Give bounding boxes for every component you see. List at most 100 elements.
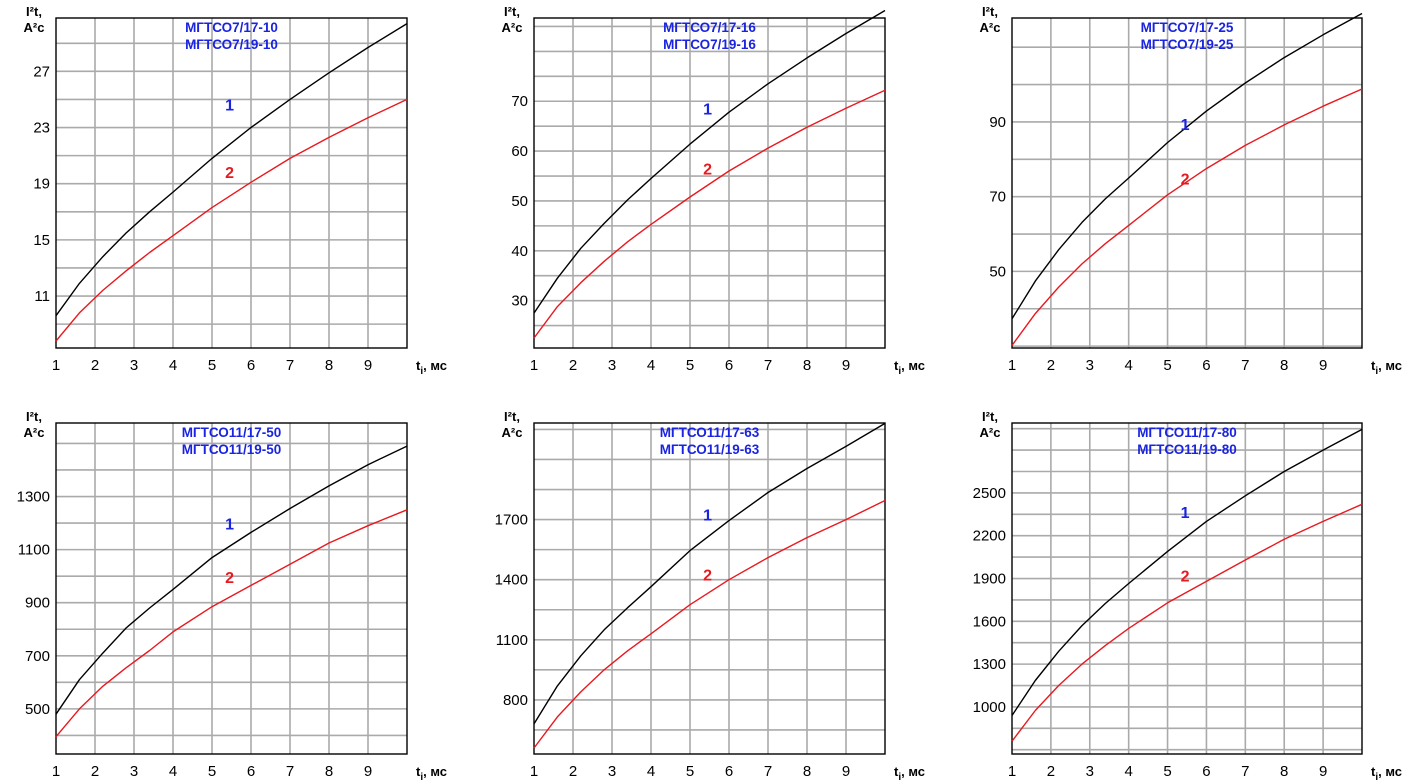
curve-label-1: 1 [225, 517, 234, 534]
x-tick-label: 8 [325, 763, 333, 780]
curve-label-2: 2 [703, 162, 712, 179]
x-tick-label: 4 [1124, 763, 1132, 780]
x-tick-label: 2 [569, 763, 577, 780]
curve-label-1: 1 [703, 102, 712, 119]
y-axis-title: I²t, [982, 409, 998, 424]
y-axis-title: A²c [502, 20, 523, 35]
x-tick-label: 3 [1086, 763, 1094, 780]
y-tick-label: 50 [989, 263, 1006, 280]
curve-label-1: 1 [225, 98, 234, 115]
y-tick-label: 1100 [496, 632, 528, 649]
x-tick-label: 7 [764, 763, 772, 780]
x-tick-label: 6 [1202, 763, 1210, 780]
x-tick-label: 2 [1047, 357, 1055, 374]
x-tick-label: 5 [686, 357, 694, 374]
x-tick-label: 2 [1047, 763, 1055, 780]
x-tick-label: 5 [1163, 763, 1171, 780]
curve-label-2: 2 [1181, 171, 1190, 188]
y-tick-label: 40 [511, 243, 528, 260]
plot-frame [1011, 17, 1363, 349]
y-tick-label: 1000 [973, 699, 1006, 716]
y-axis-title: I²t, [26, 409, 42, 424]
x-tick-label: 8 [325, 357, 333, 374]
series-line-1 [533, 422, 886, 725]
y-tick-label: 70 [511, 93, 528, 110]
y-axis-title: A²c [980, 20, 1001, 35]
x-tick-label: 1 [52, 763, 60, 780]
y-tick-label: 90 [989, 114, 1006, 131]
x-tick-label: 5 [208, 357, 216, 374]
y-axis-title: A²c [980, 425, 1001, 440]
chart-title-line: МГТСО11/19-50 [182, 442, 282, 457]
x-tick-label: 1 [1008, 357, 1016, 374]
x-tick-label: 5 [686, 763, 694, 780]
x-tick-label: 9 [364, 763, 372, 780]
y-tick-label: 1300 [17, 489, 50, 506]
x-tick-label: 5 [208, 763, 216, 780]
y-axis-title: I²t, [504, 4, 520, 19]
series-line-1 [55, 23, 408, 317]
y-tick-label: 70 [989, 189, 1006, 206]
x-tick-label: 8 [803, 357, 811, 374]
x-tick-label: 1 [1008, 763, 1016, 780]
x-tick-label: 3 [608, 763, 616, 780]
y-tick-label: 800 [503, 692, 528, 709]
x-axis-title: ti, мс [416, 764, 447, 783]
curve-label-2: 2 [225, 165, 234, 182]
x-tick-label: 8 [1280, 357, 1288, 374]
chart-title-line: МГТСО11/19-80 [1137, 442, 1237, 457]
x-tick-label: 6 [1202, 357, 1210, 374]
x-tick-label: 2 [91, 763, 99, 780]
x-tick-label: 3 [130, 357, 138, 374]
series-line-1 [55, 445, 408, 715]
chart-panel-2: 1 2 МГТСО7/17-16 МГТСО7/19-16 30 40 50 60 70 1 2 3 4… [502, 4, 926, 377]
x-axis-title: ti, мс [416, 358, 447, 377]
series-line-1 [1011, 428, 1363, 716]
x-tick-label: 7 [1241, 357, 1249, 374]
x-tick-label: 9 [842, 763, 850, 780]
y-tick-label: 1100 [18, 542, 50, 559]
plot-frame [55, 17, 408, 349]
curve-label-2: 2 [1181, 568, 1190, 585]
x-tick-label: 3 [130, 763, 138, 780]
x-tick-label: 6 [725, 763, 733, 780]
x-tick-label: 9 [1319, 357, 1327, 374]
curve-label-2: 2 [703, 568, 712, 585]
y-axis-title: I²t, [504, 409, 520, 424]
y-axis-title: I²t, [26, 4, 42, 19]
series-line-2 [55, 509, 408, 738]
chart-title-line: МГТСО7/19-25 [1141, 37, 1234, 52]
series-line-2 [533, 499, 886, 749]
y-tick-label: 1600 [973, 613, 1006, 630]
chart-title-line: МГТСО7/17-10 [185, 20, 278, 35]
x-tick-label: 4 [647, 357, 655, 374]
x-tick-label: 7 [1241, 763, 1249, 780]
y-tick-label: 900 [25, 595, 50, 612]
chart-panel-6: 1 2 МГТСО11/17-80 МГТСО11/19-80 1000 1300 1600… [973, 409, 1402, 783]
x-tick-label: 6 [247, 763, 255, 780]
x-tick-label: 8 [803, 763, 811, 780]
plot-frame [55, 422, 408, 755]
x-tick-label: 4 [169, 763, 177, 780]
x-tick-label: 8 [1280, 763, 1288, 780]
curve-label-2: 2 [225, 570, 234, 587]
x-tick-label: 6 [725, 357, 733, 374]
curve-label-1: 1 [703, 508, 712, 525]
x-tick-label: 3 [608, 357, 616, 374]
chart-title-line: МГТСО7/17-16 [663, 20, 756, 35]
chart-title-line: МГТСО7/19-16 [663, 37, 756, 52]
y-tick-label: 30 [511, 293, 528, 310]
y-tick-label: 15 [33, 232, 50, 249]
chart-title-line: МГТСО11/19-63 [660, 442, 760, 457]
chart-title-line: МГТСО11/17-50 [182, 425, 282, 440]
plot-frame [533, 422, 886, 755]
y-tick-label: 2200 [973, 528, 1006, 545]
x-tick-label: 1 [530, 357, 538, 374]
x-axis-title: ti, мс [1371, 358, 1402, 377]
y-axis-title: A²c [24, 20, 45, 35]
x-tick-label: 2 [91, 357, 99, 374]
chart-panel-3: 1 2 МГТСО7/17-25 МГТСО7/19-25 50 70 90 1 2 3 4 5 6 7 8… [980, 4, 1403, 377]
y-axis-title: A²c [502, 425, 523, 440]
